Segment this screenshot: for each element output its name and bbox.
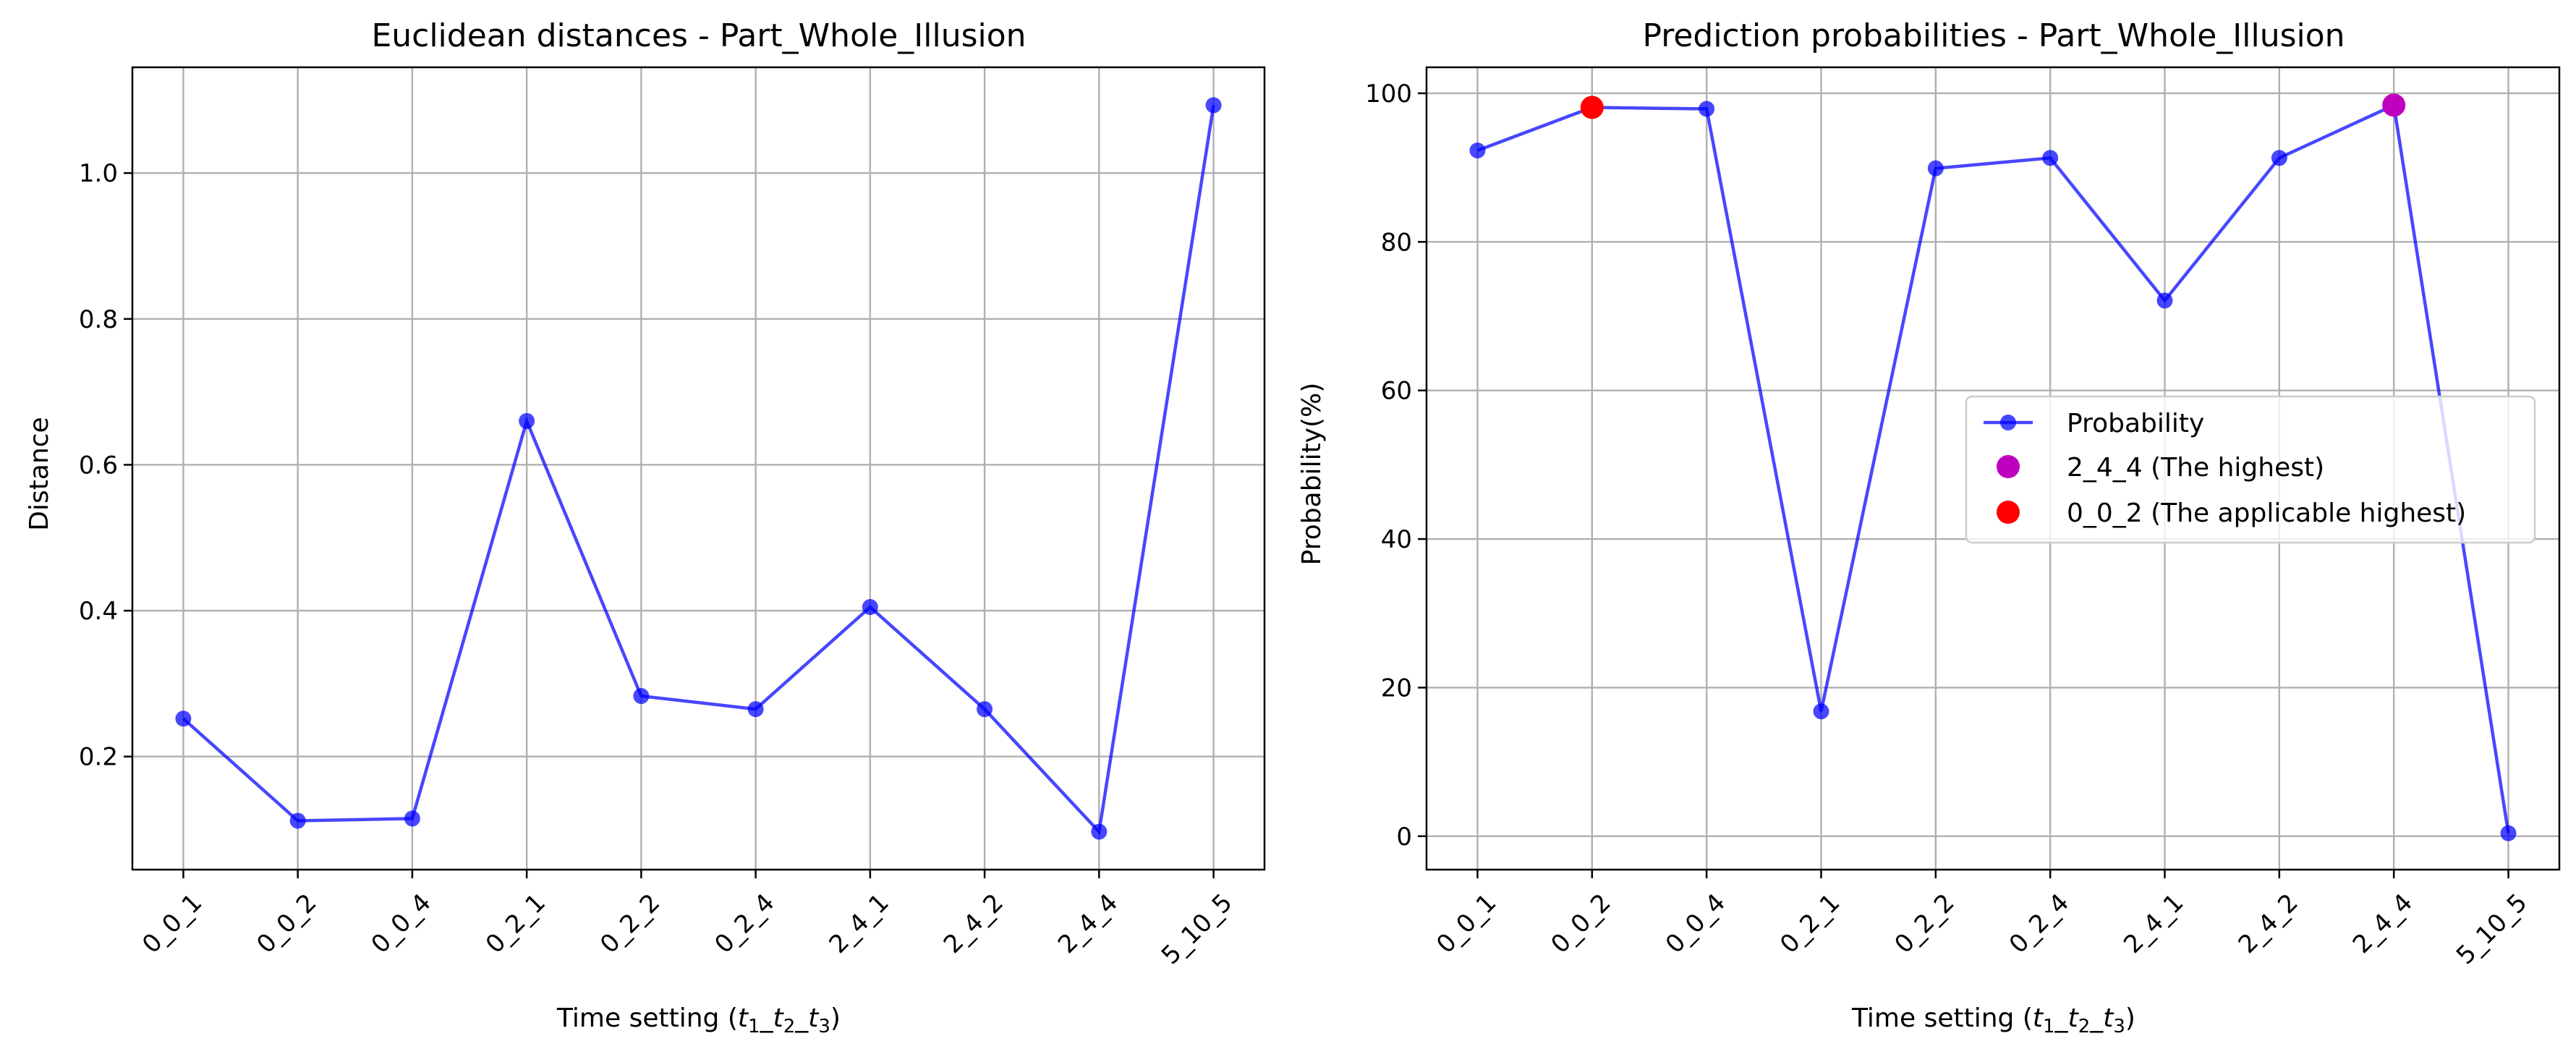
probability-x-tick-label: 0_0_2 (1545, 888, 1616, 959)
distance-point (175, 710, 192, 727)
distance-point (289, 812, 306, 829)
probability-highlight-point (2382, 93, 2406, 117)
distance-y-tick-label: 0.8 (79, 305, 118, 334)
distance-point (633, 688, 650, 705)
probability-x-tick-label: 2_4_2 (2233, 888, 2304, 959)
distance-x-axis-label: Time setting (t1_t2_t3) (556, 1003, 841, 1037)
probability-y-tick-label: 20 (1381, 674, 1412, 702)
distance-point (1205, 97, 1222, 114)
distance-point (404, 810, 420, 827)
probability-x-tick-label: 0_0_4 (1660, 888, 1731, 959)
probability-x-tick-label: 0_2_1 (1774, 888, 1845, 959)
distance-chart: Euclidean distances - Part_Whole_Illusio… (25, 17, 1266, 1037)
probability-series (1469, 93, 2517, 841)
probability-y-axis-label: Probability(%) (1297, 383, 1327, 566)
distance-x-tick-label: 0_0_4 (366, 888, 437, 959)
distance-point (862, 599, 878, 616)
distance-x-tick-label: 5_10_5 (1156, 888, 1238, 971)
probability-y-tick-label: 0 (1396, 823, 1412, 852)
distance-x-tick-label: 0_0_2 (251, 888, 322, 959)
distance-x-tick-label: 2_4_4 (1053, 888, 1123, 959)
legend-label-probability: Probability (2067, 409, 2204, 438)
probability-point (2500, 825, 2517, 841)
distance-point (977, 701, 993, 718)
probability-y-tick-label: 80 (1381, 228, 1412, 257)
probability-legend: Probability 2_4_4 (The highest) 0_0_2 (T… (1965, 395, 2536, 544)
distance-series (175, 97, 1222, 840)
distance-series-line (182, 105, 1215, 836)
distance-ticks: 0_0_1 0_0_2 0_0_4 0_2_1 0_2_2 0_2_4 2_4_1 2_4_2… (79, 159, 1238, 970)
probability-point (1813, 703, 1829, 720)
probability-point (2156, 292, 2173, 309)
distance-y-tick-label: 0.2 (79, 743, 118, 772)
legend-box (1965, 395, 2536, 544)
probability-plot-frame (1425, 66, 2561, 871)
probability-x-tick-label: 0_2_2 (1890, 888, 1960, 959)
distance-x-tick-label: 2_4_1 (824, 888, 895, 959)
legend-marker-probability (2000, 415, 2016, 430)
distance-x-tick-label: 0_2_4 (709, 888, 780, 959)
distance-x-tick-label: 0_0_1 (137, 888, 208, 959)
probability-point (1469, 143, 1486, 159)
distance-chart-title: Euclidean distances - Part_Whole_Illusio… (371, 17, 1026, 54)
probability-series-line (1476, 103, 2510, 834)
distance-plot-frame (131, 66, 1266, 871)
legend-label-applicable-highest: 0_0_2 (The applicable highest) (2067, 498, 2466, 528)
distance-point (1091, 823, 1108, 840)
probability-x-tick-label: 0_2_4 (2004, 888, 2075, 959)
distance-y-tick-label: 0.6 (79, 451, 118, 480)
probability-y-tick-label: 40 (1381, 525, 1412, 554)
distance-y-axis-label: Distance (25, 417, 54, 530)
probability-point (1699, 101, 1715, 117)
probability-point (2042, 150, 2059, 166)
probability-point (2271, 150, 2287, 166)
distance-y-tick-label: 1.0 (79, 159, 118, 188)
probability-chart-title: Prediction probabilities - Part_Whole_Il… (1642, 17, 2345, 54)
probability-chart: Prediction probabilities - Part_Whole_Il… (1297, 17, 2561, 1037)
distance-x-tick-label: 0_2_1 (480, 888, 551, 959)
probability-y-tick-label: 100 (1365, 80, 1412, 109)
distance-point (747, 701, 764, 718)
probability-y-tick-label: 60 (1381, 377, 1412, 406)
distance-point (519, 412, 535, 429)
probability-x-tick-label: 2_4_4 (2347, 888, 2418, 959)
probability-highlight-point (1580, 95, 1604, 119)
probability-grid (1427, 67, 2559, 870)
probability-x-axis-label: Time setting (t1_t2_t3) (1851, 1003, 2135, 1037)
distance-y-tick-label: 0.4 (79, 597, 118, 626)
probability-x-tick-label: 2_4_1 (2118, 888, 2189, 959)
distance-x-tick-label: 2_4_2 (938, 888, 1009, 959)
legend-marker-applicable-highest (1997, 501, 2020, 524)
distance-x-tick-label: 0_2_2 (595, 888, 666, 959)
probability-x-tick-label: 0_0_1 (1431, 888, 1502, 959)
legend-marker-highest (1997, 455, 2020, 478)
legend-label-highest: 2_4_4 (The highest) (2067, 453, 2324, 483)
distance-grid (132, 67, 1264, 870)
probability-point (1927, 160, 1944, 177)
probability-x-tick-label: 5_10_5 (2451, 888, 2533, 971)
